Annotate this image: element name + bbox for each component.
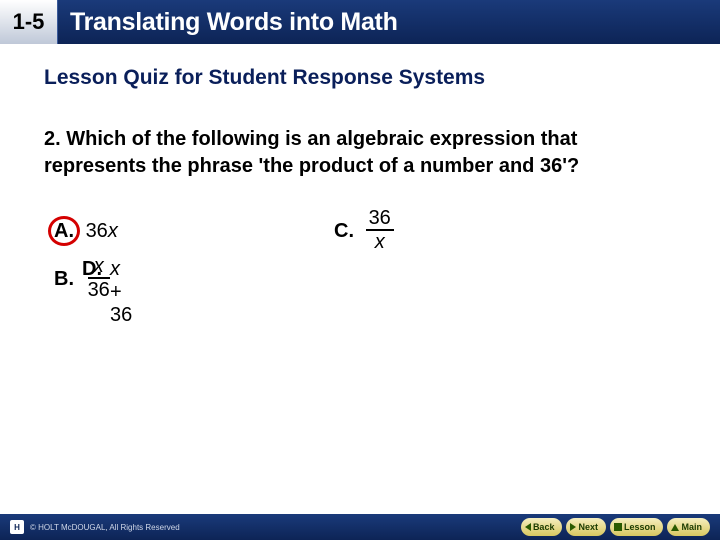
next-arrow-icon <box>570 523 576 531</box>
question-body: Which of the following is an algebraic e… <box>44 128 579 177</box>
answer-b-num: x <box>88 256 110 279</box>
question-number: 2. <box>44 128 61 150</box>
answers-block: A. 36x B. D. x 36 x + 36 C. 36 x <box>44 210 680 350</box>
answer-c-den: x <box>366 231 394 252</box>
section-number: 1-5 <box>13 9 45 35</box>
answer-c[interactable]: C. 36 x <box>334 210 394 254</box>
publisher-logo-icon: H <box>10 520 24 534</box>
answer-b-tail-var: x <box>110 258 120 280</box>
main-label: Main <box>681 522 702 532</box>
next-label: Next <box>578 522 598 532</box>
lesson-label: Lesson <box>624 522 656 532</box>
answer-b-fraction: x 36 <box>88 256 110 300</box>
answer-a-prefix: 36 <box>86 220 108 242</box>
page-subtitle: Lesson Quiz for Student Response Systems <box>44 66 680 90</box>
copyright-text: © HOLT McDOUGAL, All Rights Reserved <box>30 523 180 532</box>
section-badge: 1-5 <box>0 0 58 44</box>
back-label: Back <box>533 522 555 532</box>
answer-a[interactable]: A. 36x <box>54 220 118 243</box>
content-area: Lesson Quiz for Student Response Systems… <box>0 44 720 350</box>
back-button[interactable]: Back <box>521 518 563 536</box>
answer-a-var: x <box>108 220 118 242</box>
home-icon <box>671 524 679 531</box>
answer-b[interactable]: B. D. x 36 x + 36 <box>54 258 110 302</box>
footer-bar: H © HOLT McDOUGAL, All Rights Reserved B… <box>0 514 720 540</box>
nav-buttons: Back Next Lesson Main <box>521 518 710 536</box>
header-title: Translating Words into Math <box>70 8 398 37</box>
copyright: H © HOLT McDOUGAL, All Rights Reserved <box>10 520 180 534</box>
back-arrow-icon <box>525 523 531 531</box>
answer-c-label: C. <box>334 220 354 242</box>
answer-b-label: B. <box>54 268 74 290</box>
answer-b-tail-text: + 36 <box>110 281 132 326</box>
answer-a-label: A. <box>54 220 74 242</box>
question-text: 2. Which of the following is an algebrai… <box>44 126 680 180</box>
answer-c-fraction: 36 x <box>366 208 394 252</box>
main-button[interactable]: Main <box>667 518 710 536</box>
lesson-icon <box>614 523 622 531</box>
next-button[interactable]: Next <box>566 518 606 536</box>
answer-c-num: 36 <box>366 208 394 231</box>
lesson-button[interactable]: Lesson <box>610 518 664 536</box>
answer-b-den: 36 <box>88 279 110 300</box>
header-bar: 1-5 Translating Words into Math <box>0 0 720 44</box>
